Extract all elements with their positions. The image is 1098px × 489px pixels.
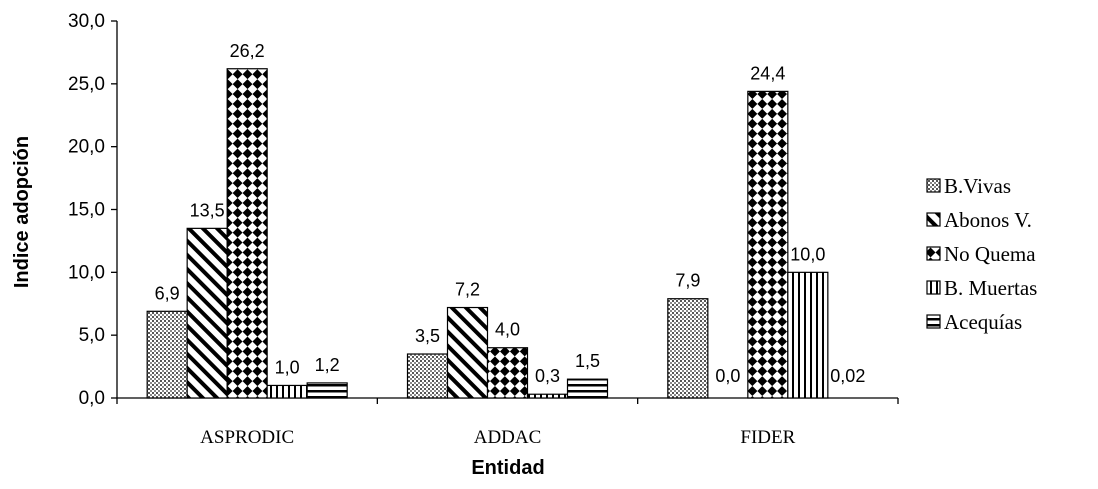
bar-vertical [787, 271, 829, 399]
y-tick-label: 0,0 [79, 388, 105, 409]
data-label: 7,2 [455, 280, 480, 300]
data-labels: 6,9 13,5 26,2 1,0 1,2 3,5 7,2 4,0 0,3 1,5 7,9 0,0 24… [155, 41, 866, 386]
data-label: 0,02 [830, 366, 865, 386]
bar-horizontal [566, 378, 609, 399]
data-label: 24,4 [750, 63, 785, 83]
bars [146, 68, 829, 399]
y-tick-label: 20,0 [68, 137, 105, 158]
legend-swatch-diagonal [926, 212, 941, 227]
bar-vertical [526, 393, 569, 399]
x-category-label: ADDAC [474, 427, 542, 448]
x-axis-title: Entidad [471, 457, 544, 479]
data-label: 6,9 [155, 283, 180, 303]
data-label: 1,5 [575, 351, 600, 371]
data-label: 3,5 [415, 326, 440, 346]
data-label: 7,9 [675, 271, 700, 291]
data-label: 1,0 [275, 357, 300, 377]
bar-vertical [266, 384, 308, 399]
bar-dots [667, 298, 709, 399]
bar-dots [146, 310, 188, 399]
x-category-label: ASPRODIC [200, 427, 294, 448]
y-tick-label: 30,0 [68, 11, 105, 32]
legend-swatch-checker [926, 246, 941, 261]
legend-label: B. Muertas [944, 276, 1037, 300]
data-label: 10,0 [790, 244, 825, 264]
bar-checker [226, 68, 268, 399]
data-label: 13,5 [190, 200, 225, 220]
data-label: 4,0 [495, 320, 520, 340]
y-tick-label: 5,0 [79, 325, 105, 346]
axes: 0,0 5,0 10,0 15,0 20,0 25,0 30,0 ASPRODIC ADDAC F… [68, 11, 899, 448]
legend-label: Abonos V. [944, 208, 1032, 232]
bar-checker [747, 90, 789, 399]
legend-label: No Quema [944, 242, 1036, 266]
y-tick-label: 25,0 [68, 74, 105, 95]
legend: B.Vivas Abonos V. No Quema B. Muertas Acequí… [926, 174, 1037, 334]
bar-horizontal [306, 382, 348, 399]
bar-diagonal [446, 306, 489, 399]
legend-swatch-dots [926, 178, 941, 193]
legend-label: Acequías [944, 310, 1022, 334]
legend-swatch-horizontal [926, 314, 941, 329]
y-axis-title: Indice adopción [11, 136, 33, 288]
data-label: 0,3 [535, 366, 560, 386]
y-tick-label: 10,0 [68, 262, 105, 283]
data-label: 26,2 [230, 41, 265, 61]
bar-checker [486, 347, 529, 399]
legend-label: B.Vivas [944, 174, 1011, 198]
data-label: 0,0 [715, 366, 740, 386]
x-category-label: FIDER [740, 427, 795, 448]
data-label: 1,2 [315, 355, 340, 375]
legend-swatch-vertical [926, 280, 941, 295]
bar-dots [406, 353, 449, 399]
bar-diagonal [186, 227, 228, 399]
y-tick-label: 15,0 [68, 200, 105, 221]
